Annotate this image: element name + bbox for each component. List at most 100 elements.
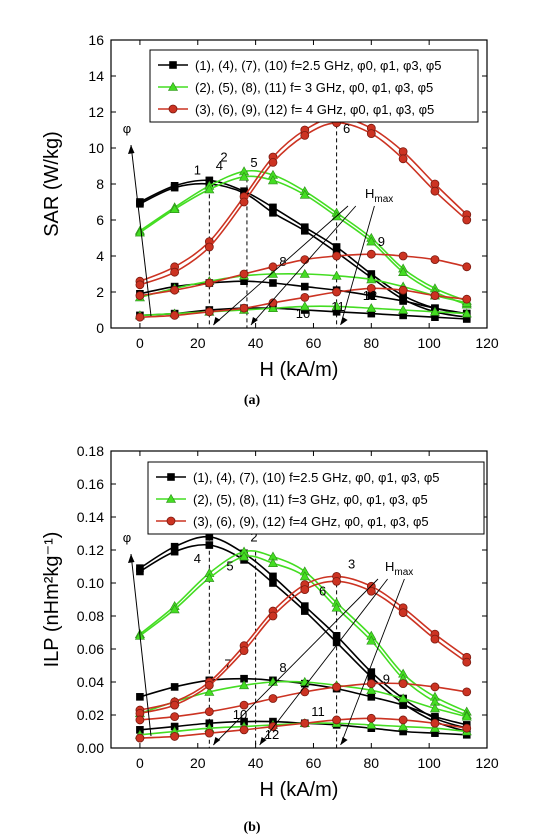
- curve-number-label: 1: [194, 162, 201, 177]
- data-point: [239, 551, 250, 561]
- data-point: [300, 607, 309, 615]
- data-point: [462, 294, 472, 304]
- data-point: [170, 310, 180, 320]
- data-point: [430, 682, 440, 692]
- x-tick-label: 80: [364, 755, 380, 771]
- y-tick-label: 0.04: [77, 674, 104, 690]
- data-point: [204, 307, 214, 317]
- data-point: [430, 291, 440, 301]
- data-point: [430, 634, 440, 644]
- data-point: [332, 682, 342, 692]
- data-point: [268, 298, 278, 308]
- data-point: [300, 227, 309, 235]
- y-tick-label: 14: [88, 68, 104, 84]
- hmax-label: Hmax: [385, 559, 413, 578]
- legend-entry: (1), (4), (7), (10) f=2.5 GHz, φ0, φ1, φ…: [195, 58, 442, 73]
- data-point: [135, 715, 145, 725]
- curve-number-label: 11: [331, 299, 345, 314]
- data-point: [170, 183, 179, 192]
- data-point: [300, 255, 310, 265]
- data-point: [398, 267, 409, 277]
- curve-number-label: 8: [279, 660, 286, 675]
- data-point: [300, 130, 310, 140]
- data-point: [239, 303, 249, 313]
- data-point: [331, 301, 342, 311]
- data-point: [134, 227, 145, 237]
- curve-number-label: 11: [311, 704, 325, 719]
- data-point: [366, 635, 377, 645]
- x-tick-label: 120: [475, 755, 499, 771]
- data-point: [366, 236, 377, 246]
- hmax-arrow: [340, 578, 405, 746]
- data-point: [398, 304, 409, 314]
- data-point: [204, 707, 214, 717]
- y-tick-label: 0: [96, 320, 104, 336]
- data-point: [366, 586, 376, 596]
- data-point: [299, 571, 310, 581]
- data-point: [136, 567, 144, 576]
- data-point: [462, 215, 472, 225]
- data-point: [332, 576, 342, 586]
- data-point: [430, 186, 440, 196]
- data-point: [204, 680, 214, 690]
- panel-caption: (a): [244, 393, 261, 408]
- data-point: [366, 283, 376, 293]
- phi-arrow-head: [128, 554, 135, 563]
- legend-swatch-marker: [168, 104, 178, 114]
- y-tick-label: 0.00: [77, 740, 104, 756]
- data-point: [398, 285, 408, 295]
- hmax-arrow: [213, 578, 379, 746]
- data-point: [299, 268, 310, 278]
- y-tick-label: 0.16: [77, 476, 104, 492]
- data-point: [332, 251, 342, 261]
- data-point: [204, 686, 215, 696]
- data-point: [136, 693, 144, 701]
- panel-caption: (b): [243, 820, 260, 835]
- chart-panel: 0 20 40 60 80 100 120 0.00 0.02 0.04 0.06 0.08 0.10 0…: [41, 443, 499, 835]
- data-point: [461, 711, 472, 721]
- data-point: [462, 657, 472, 667]
- data-point: [366, 685, 377, 695]
- data-point: [398, 608, 408, 618]
- data-point: [399, 701, 407, 709]
- data-point: [429, 723, 440, 733]
- legend-entry: (2), (5), (8), (11) f= 3 GHz, φ0, φ1, φ3…: [195, 80, 433, 95]
- data-point: [299, 189, 310, 199]
- data-point: [299, 301, 310, 311]
- data-point: [204, 184, 215, 194]
- data-point: [332, 287, 342, 297]
- curve-number-label: 4: [216, 158, 223, 173]
- y-tick-label: 6: [96, 212, 104, 228]
- data-point: [462, 687, 472, 697]
- data-point: [170, 285, 180, 295]
- data-point: [462, 723, 472, 733]
- hmax-sub: max: [374, 194, 393, 205]
- data-point: [269, 579, 277, 587]
- y-tick-label: 10: [88, 140, 104, 156]
- curve-number-label: 8: [279, 254, 286, 269]
- curve-number-label: 2: [220, 149, 227, 164]
- data-point: [135, 312, 145, 322]
- x-tick-label: 40: [248, 755, 264, 771]
- data-point: [239, 197, 249, 207]
- data-point: [239, 269, 249, 279]
- data-point: [170, 700, 180, 710]
- y-tick-label: 0.06: [77, 641, 104, 657]
- data-point: [366, 719, 377, 729]
- data-point: [204, 278, 214, 288]
- data-point: [204, 572, 215, 582]
- data-point: [429, 703, 440, 713]
- data-point: [269, 209, 277, 217]
- data-point: [332, 715, 342, 725]
- data-point: [269, 572, 277, 581]
- data-point: [300, 282, 309, 291]
- data-point: [398, 721, 409, 731]
- data-point: [205, 541, 214, 549]
- plot-frame: [110, 450, 488, 749]
- hmax-arrow-head: [340, 737, 348, 745]
- series-line: [139, 535, 467, 729]
- x-tick-label: 60: [306, 755, 322, 771]
- data-point: [267, 303, 278, 313]
- legend-entry: (2), (5), (8), (11) f=3 GHz, φ0, φ1, φ3,…: [193, 492, 428, 507]
- y-tick-label: 12: [88, 104, 104, 120]
